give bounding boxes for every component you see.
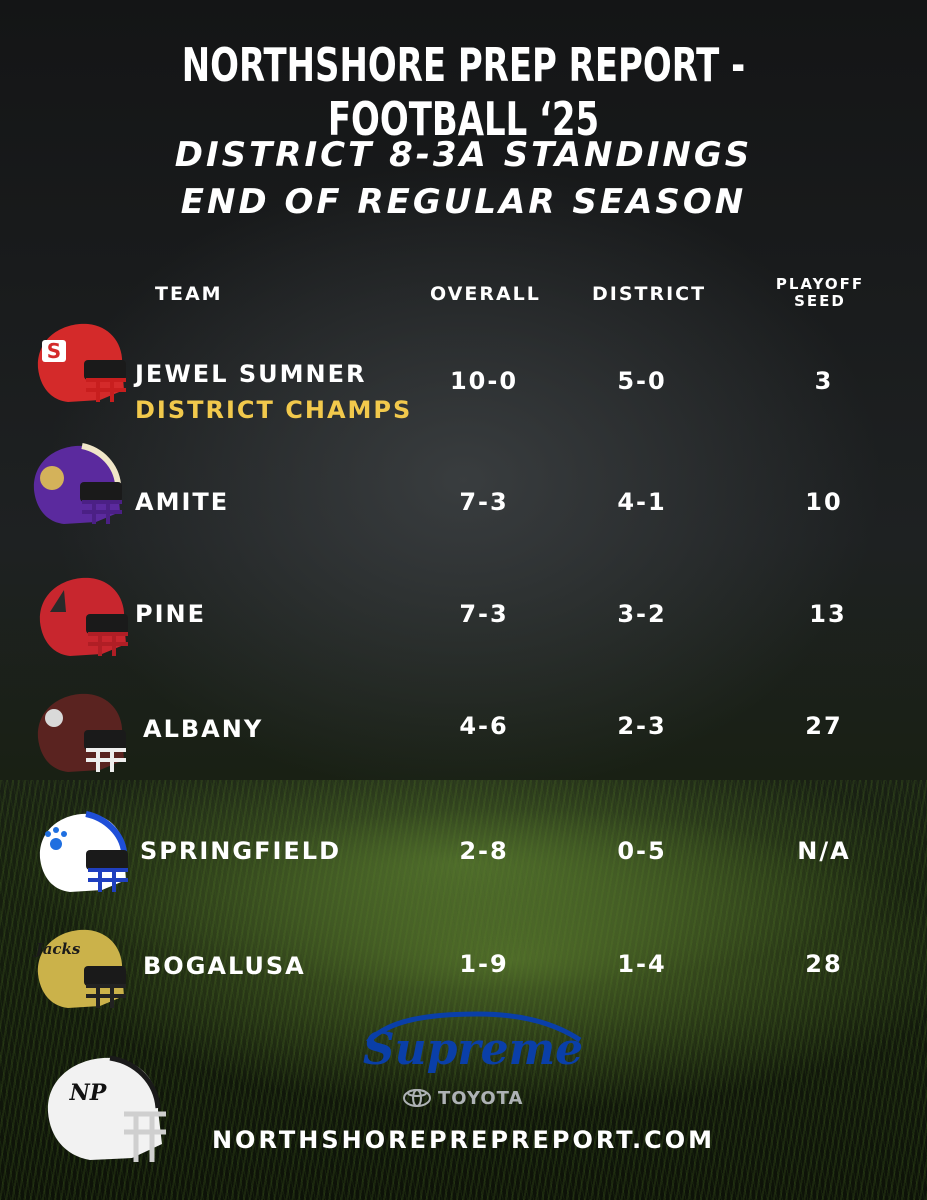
column-header-overall: OVERALL [430, 283, 541, 305]
column-header-seed-line1: PLAYOFF [775, 275, 865, 293]
toyota-logo-icon [403, 1089, 431, 1107]
column-header-district: DISTRICT [592, 283, 707, 305]
overall-record: 7-3 [459, 600, 509, 628]
team-helmet-icon: S [37, 323, 126, 402]
district-record: 0-5 [617, 837, 667, 865]
car-outline-icon [366, 1011, 582, 1044]
district-record: 4-1 [617, 488, 667, 516]
helmet-logo-text: Jacks [33, 940, 81, 958]
playoff-seed: 10 [805, 488, 843, 516]
team-name: JEWEL SUMNER [135, 360, 367, 388]
district-record: 5-0 [617, 367, 667, 395]
subtitle-line-2: END OF REGULAR SEASON [180, 182, 747, 222]
sponsor-logo: Supreme TOYOTA [358, 1008, 588, 1109]
team-name: AMITE [135, 488, 230, 516]
overall-record: 7-3 [459, 488, 509, 516]
team-helmet-icon [39, 811, 128, 892]
overall-record: 2-8 [459, 837, 509, 865]
district-record: 1-4 [617, 950, 667, 978]
helmet-logo-text: S [47, 339, 61, 363]
sponsor-name: Supreme [362, 1024, 584, 1075]
np-helmet-logo-icon: NP [47, 1055, 166, 1162]
sponsor-brand: TOYOTA [438, 1088, 524, 1109]
playoff-seed: 13 [809, 600, 847, 628]
overall-record: 1-9 [459, 950, 509, 978]
np-logo-text: NP [69, 1080, 108, 1106]
playoff-seed: N/A [797, 837, 851, 865]
overall-record: 4-6 [459, 712, 509, 740]
playoff-seed: 27 [805, 712, 843, 740]
team-name: PINE [135, 600, 206, 628]
overall-record: 10-0 [449, 367, 519, 395]
district-record: 2-3 [617, 712, 667, 740]
subtitle-line-1: DISTRICT 8-3A STANDINGS [174, 135, 753, 175]
page-title: NORTHSHORE PREP REPORT - FOOTBALL ‘25 [181, 38, 746, 146]
team-helmet-icon [37, 693, 126, 772]
team-helmet-icon: Jacks [33, 929, 126, 1008]
district-record: 3-2 [617, 600, 667, 628]
team-name: SPRINGFIELD [140, 837, 342, 865]
team-helmet-icon [39, 577, 128, 656]
column-header-team: TEAM [155, 283, 223, 305]
team-name: BOGALUSA [143, 952, 306, 980]
website-url[interactable]: NORTHSHOREPREPREPORT.COM [211, 1126, 716, 1154]
playoff-seed: 3 [814, 367, 834, 395]
playoff-seed: 28 [805, 950, 843, 978]
team-helmet-icon [33, 443, 122, 524]
column-header-seed: PLAYOFF SEED [760, 276, 880, 310]
team-name: ALBANY [143, 715, 264, 743]
district-champs-label: DISTRICT CHAMPS [135, 396, 413, 424]
column-header-seed-line2: SEED [794, 292, 846, 310]
